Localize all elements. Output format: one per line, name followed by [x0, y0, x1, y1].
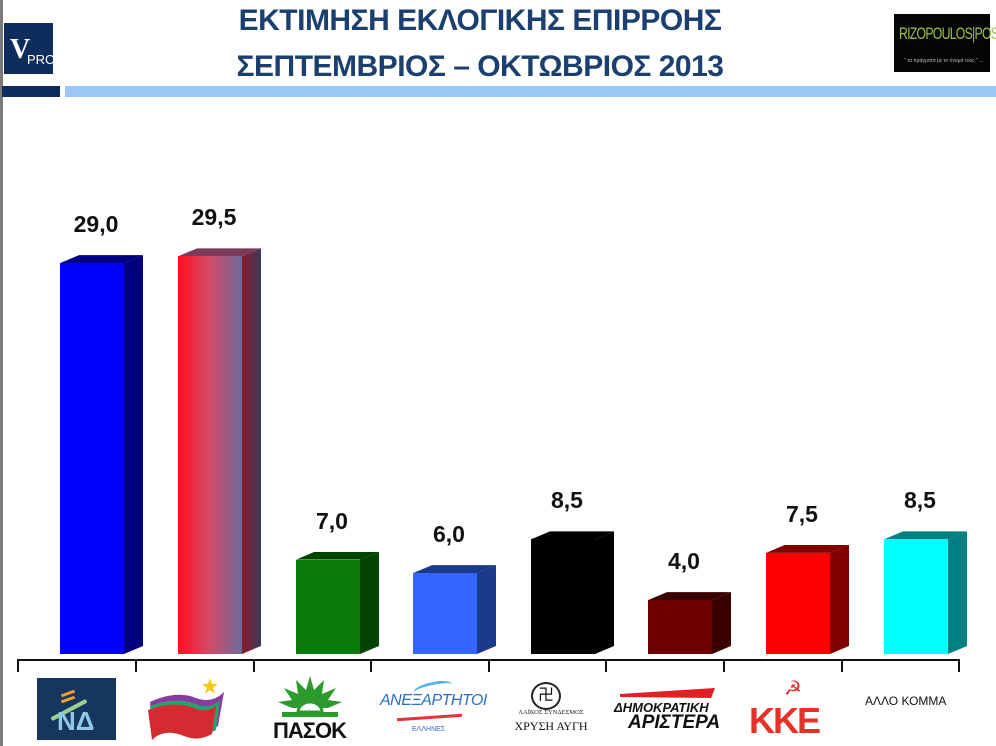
bar-value-label: 6,0 — [433, 521, 465, 548]
bar-face — [413, 573, 477, 654]
x-axis-tick — [841, 659, 843, 672]
bar-face — [60, 263, 124, 654]
bar-7 — [884, 531, 967, 654]
rizopoulos-post-logo: RIZOPOULOS|POST " τα πράγματα με το όνομ… — [894, 14, 996, 72]
bar-2 — [296, 551, 379, 654]
kke-logo-text: ΚΚΕ — [749, 700, 821, 741]
dimar-logo-text-1: ΔΗΜΟΚΡΑΤΙΚΗ — [614, 700, 709, 715]
x-axis-tick — [370, 659, 372, 672]
bar-side — [242, 248, 261, 654]
header-rule-dark — [2, 86, 60, 97]
xa-meander-icon: 卍 — [531, 682, 561, 710]
dimar-logo-text-2: ΑΡΙΣΤΕΡΑ — [628, 712, 721, 733]
bar-top — [413, 565, 496, 574]
bar-side — [124, 255, 143, 654]
bar-face — [884, 539, 948, 654]
anel-logo-subtext: ΕΛΛΗΝΕΣ — [412, 726, 446, 733]
bar-side — [948, 531, 967, 654]
chart-title-line1: ΕΚΤΙΜΗΣΗ ΕΚΛΟΓΙΚΗΣ ΕΠΙΡΡΟΗΣ — [238, 4, 722, 37]
bar-side — [595, 531, 614, 654]
other-party-label: ΑΛΛΟ ΚΟΜΜΑ — [865, 694, 947, 708]
xa-logo-text: ΧΡΥΣΗ ΑΥΓΗ — [514, 719, 588, 733]
bar-value-label: 29,5 — [191, 204, 237, 231]
bar-face — [766, 552, 830, 654]
bar-face — [178, 256, 242, 654]
bar-face — [531, 539, 595, 654]
xa-logo-subtext: ΛΑΪΚΟΣ ΣΥΝΔΕΣΜΟΣ — [518, 709, 584, 716]
x-axis-tick — [605, 659, 607, 672]
nd-logo: ΝΔ — [37, 678, 116, 740]
chart-title-line2: ΣΕΠΤΕΜΒΡΙΟΣ – ΟΚΤΩΒΡΙΟΣ 2013 — [236, 50, 724, 83]
bar-top — [766, 544, 849, 553]
bar-6 — [766, 544, 849, 654]
bar-value-label: 8,5 — [904, 487, 936, 514]
nd-logo-text: ΝΔ — [57, 706, 95, 736]
rizopoulos-post-name: RIZOPOULOS|POST — [899, 24, 996, 43]
bar-face — [648, 600, 712, 654]
anel-logo-text: ΑΝΕΞΑΡΤΗΤΟΙ — [380, 692, 487, 709]
bar-side — [830, 545, 849, 654]
bar-value-label: 29,0 — [73, 211, 119, 238]
pasok-sun-icon — [278, 676, 342, 717]
bar-1 — [178, 248, 261, 654]
vprc-logo-v: V — [10, 34, 30, 65]
bar-value-label: 7,0 — [316, 507, 348, 534]
vprc-logo-prc: PRC — [27, 52, 55, 67]
x-axis-tick — [17, 659, 19, 672]
bar-5 — [648, 592, 731, 654]
x-axis-tick — [958, 659, 960, 672]
bar-top — [296, 551, 379, 560]
bar-value-label: 7,5 — [786, 500, 818, 527]
bar-side — [360, 552, 379, 654]
pasok-logo-text: ΠΑΣΟΚ — [273, 718, 347, 743]
bar-0 — [60, 255, 143, 654]
vprc-logo: V PRC — [4, 23, 55, 74]
x-axis-tick — [253, 659, 255, 672]
x-axis-tick — [488, 659, 490, 672]
bar-3 — [413, 565, 496, 654]
rizopoulos-post-tagline: " τα πράγματα με το όνομά τους " ... — [904, 58, 984, 64]
bar-top — [648, 592, 731, 601]
bar-4 — [531, 531, 614, 654]
hammer-sickle-icon: ☭ — [784, 678, 802, 700]
bar-value-label: 8,5 — [551, 487, 583, 514]
bar-top — [178, 248, 261, 257]
bar-top — [531, 531, 614, 540]
bar-top — [884, 531, 967, 540]
x-axis-tick — [135, 659, 137, 672]
x-axis-tick — [723, 659, 725, 672]
header-rule-light — [65, 86, 996, 97]
bar-side — [712, 592, 731, 654]
bar-side — [477, 565, 496, 654]
bar-face — [296, 559, 360, 654]
bar-top — [60, 255, 143, 264]
dimar-red-wedge-icon — [620, 688, 715, 698]
bar-value-label: 4,0 — [668, 548, 700, 575]
syriza-flag-icon — [148, 678, 224, 740]
left-border — [0, 0, 3, 746]
